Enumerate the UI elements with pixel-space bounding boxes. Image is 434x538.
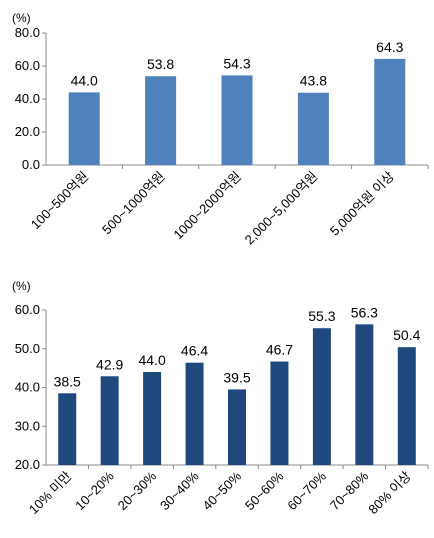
chart-2-category-label: 40~50% xyxy=(200,468,245,513)
chart-2-ytick-label: 40.0 xyxy=(15,380,40,395)
chart-1-category-label: 1000~2000억원 xyxy=(170,169,244,243)
chart-2-data-label: 56.3 xyxy=(351,304,378,320)
chart-2-category-label: 20~30% xyxy=(115,468,160,513)
chart-2-data-label: 55.3 xyxy=(308,308,335,324)
chart-1-bar xyxy=(68,92,100,165)
chart-1-unit-label: (%) xyxy=(12,11,31,25)
chart-2-bar xyxy=(185,362,204,465)
chart-2-ytick-label: 60.0 xyxy=(15,302,40,317)
chart-1-data-label: 64.3 xyxy=(376,39,403,55)
chart-1-data-label: 43.8 xyxy=(300,73,327,89)
chart-2-data-label: 38.5 xyxy=(54,373,81,389)
chart-2-bar xyxy=(355,324,374,465)
chart-1-ytick-label: 20.0 xyxy=(15,124,40,139)
chart-1-ytick-label: 0.0 xyxy=(22,157,40,172)
chart-1-bar xyxy=(221,75,253,165)
chart-1-ytick-label: 40.0 xyxy=(15,91,40,106)
chart-1-bar xyxy=(374,58,406,165)
chart-1-category-label: 2,000~5,000억원 xyxy=(242,169,321,248)
chart-2-category-label: 60~70% xyxy=(284,468,329,513)
chart-2-ytick-label: 20.0 xyxy=(15,457,40,472)
chart-2-ytick-label: 30.0 xyxy=(15,418,40,433)
chart-2-category-label: 80% 이상 xyxy=(365,468,414,517)
chart-1-ytick-label: 80.0 xyxy=(15,25,40,40)
chart-2-category-label: 30~40% xyxy=(157,468,202,513)
chart-2-data-label: 42.9 xyxy=(96,356,123,372)
chart-1-ytick-label: 60.0 xyxy=(15,58,40,73)
chart-2-data-label: 39.5 xyxy=(223,369,250,385)
chart-2-bar xyxy=(58,393,77,465)
chart-2-category-label: 10% 미만 xyxy=(26,468,75,517)
chart-1-category-label: 5,000억원 이상 xyxy=(327,168,397,238)
chart-1-bar xyxy=(145,76,177,165)
chart-1-bar xyxy=(297,92,329,165)
chart-1-category-label: 500~1000억원 xyxy=(99,169,168,238)
chart-2-category-label: 50~60% xyxy=(242,468,287,513)
chart-2-bar xyxy=(100,376,119,465)
chart-2-data-label: 44.0 xyxy=(138,352,165,368)
chart-2-unit-label: (%) xyxy=(12,279,31,293)
chart-1-data-label: 54.3 xyxy=(223,55,250,71)
chart-2-ytick-label: 50.0 xyxy=(15,341,40,356)
chart-2-bar xyxy=(270,361,289,465)
chart-2-ratio-range: (%) 20.0 30.0 40.0 50.0 60.0 38.5 42.9 44.0 46.… xyxy=(12,279,429,517)
chart-2-category-label: 10~20% xyxy=(72,468,117,513)
chart-2-bar xyxy=(143,372,162,465)
chart-2-bar xyxy=(397,347,416,465)
chart-2-data-label: 46.7 xyxy=(266,342,293,358)
chart-1-category-label: 100~500억원 xyxy=(28,169,92,233)
chart-2-data-label: 46.4 xyxy=(181,343,208,359)
chart-2-bar xyxy=(228,389,246,465)
chart-1-data-label: 44.0 xyxy=(71,72,98,88)
chart-1-capital-size: (%) 0.0 20.0 40.0 60.0 80.0 44.0 53.8 54.3 43.8… xyxy=(12,11,429,248)
chart-2-bar xyxy=(312,328,331,465)
chart-1-data-label: 53.8 xyxy=(147,56,174,72)
chart-2-data-label: 50.4 xyxy=(393,327,420,343)
